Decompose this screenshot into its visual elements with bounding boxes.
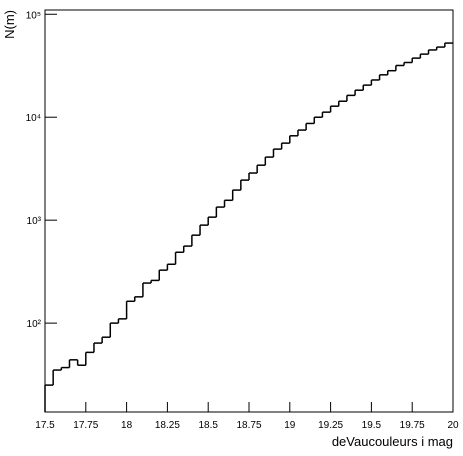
x-axis-title: deVaucouleurs i mag — [332, 434, 453, 449]
x-tick-label: 19.25 — [318, 420, 343, 431]
x-tick-label: 19 — [284, 420, 296, 431]
x-tick-label: 17.75 — [73, 420, 98, 431]
x-tick-label: 17.5 — [35, 420, 55, 431]
y-tick-label: 10⁴ — [26, 113, 41, 124]
x-tick-label: 20 — [447, 420, 459, 431]
y-tick-label: 10³ — [27, 216, 42, 227]
x-tick-label: 19.5 — [362, 420, 382, 431]
y-tick-label: 10⁵ — [26, 10, 41, 21]
x-tick-label: 18 — [121, 420, 133, 431]
y-axis-title: N(m) — [2, 10, 17, 39]
x-tick-label: 18.75 — [236, 420, 261, 431]
y-tick-label: 10² — [27, 319, 42, 330]
x-tick-label: 18.25 — [155, 420, 180, 431]
x-tick-label: 19.75 — [400, 420, 425, 431]
x-tick-label: 18.5 — [198, 420, 218, 431]
